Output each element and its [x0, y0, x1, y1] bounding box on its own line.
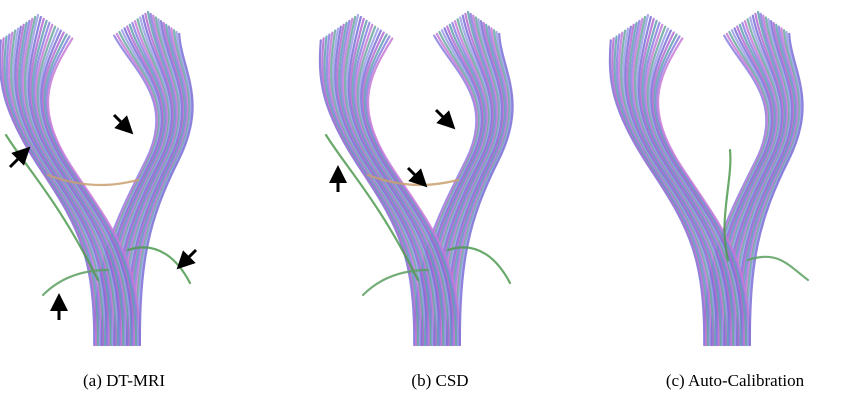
caption: (a) DT-MRI [83, 371, 165, 390]
arrow [436, 110, 449, 123]
fiber [748, 257, 808, 280]
figure: (a) DT-MRI (b) CSD (c) Auto-Calibration [0, 0, 844, 402]
caption: (c) Auto-Calibration [666, 371, 805, 390]
fiber-images [0, 12, 808, 345]
arrow [114, 115, 127, 128]
arrow [183, 250, 196, 263]
caption: (b) CSD [411, 371, 468, 390]
arrow [408, 168, 421, 181]
